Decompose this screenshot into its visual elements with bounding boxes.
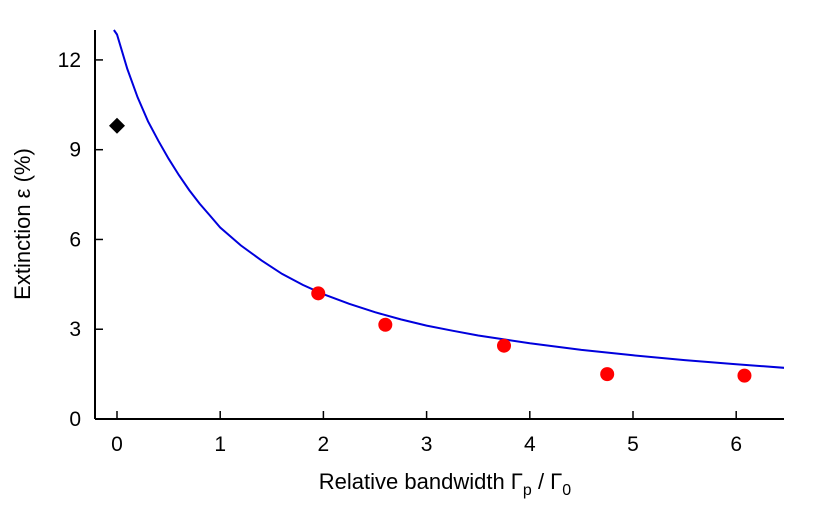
x-tick-label: 4 — [524, 433, 536, 456]
x-tick-label: 6 — [730, 433, 742, 456]
y-tick-label: 9 — [69, 139, 81, 162]
x-axis-label: Relative bandwidth Γp / Γ0 — [319, 469, 572, 499]
y-tick-label: 0 — [69, 408, 81, 431]
data-point-circle — [311, 286, 326, 301]
y-tick-label: 3 — [69, 318, 81, 341]
plot-area — [109, 29, 784, 383]
x-tick-label: 5 — [627, 433, 639, 456]
y-tick-label: 12 — [58, 49, 81, 72]
fit-curve-line — [113, 29, 784, 369]
data-point-diamond — [109, 117, 125, 134]
x-tick-label: 0 — [111, 433, 123, 456]
data-point-circle — [737, 368, 752, 383]
y-tick-label: 6 — [69, 228, 81, 251]
data-point-circle — [378, 317, 393, 332]
x-tick-label: 3 — [421, 433, 433, 456]
x-tick-label: 1 — [214, 433, 226, 456]
data-point-circle — [497, 338, 511, 353]
data-point-circle — [600, 367, 615, 382]
x-tick-label: 2 — [318, 433, 330, 456]
y-axis-label: Extinction ε (%) — [10, 148, 35, 300]
